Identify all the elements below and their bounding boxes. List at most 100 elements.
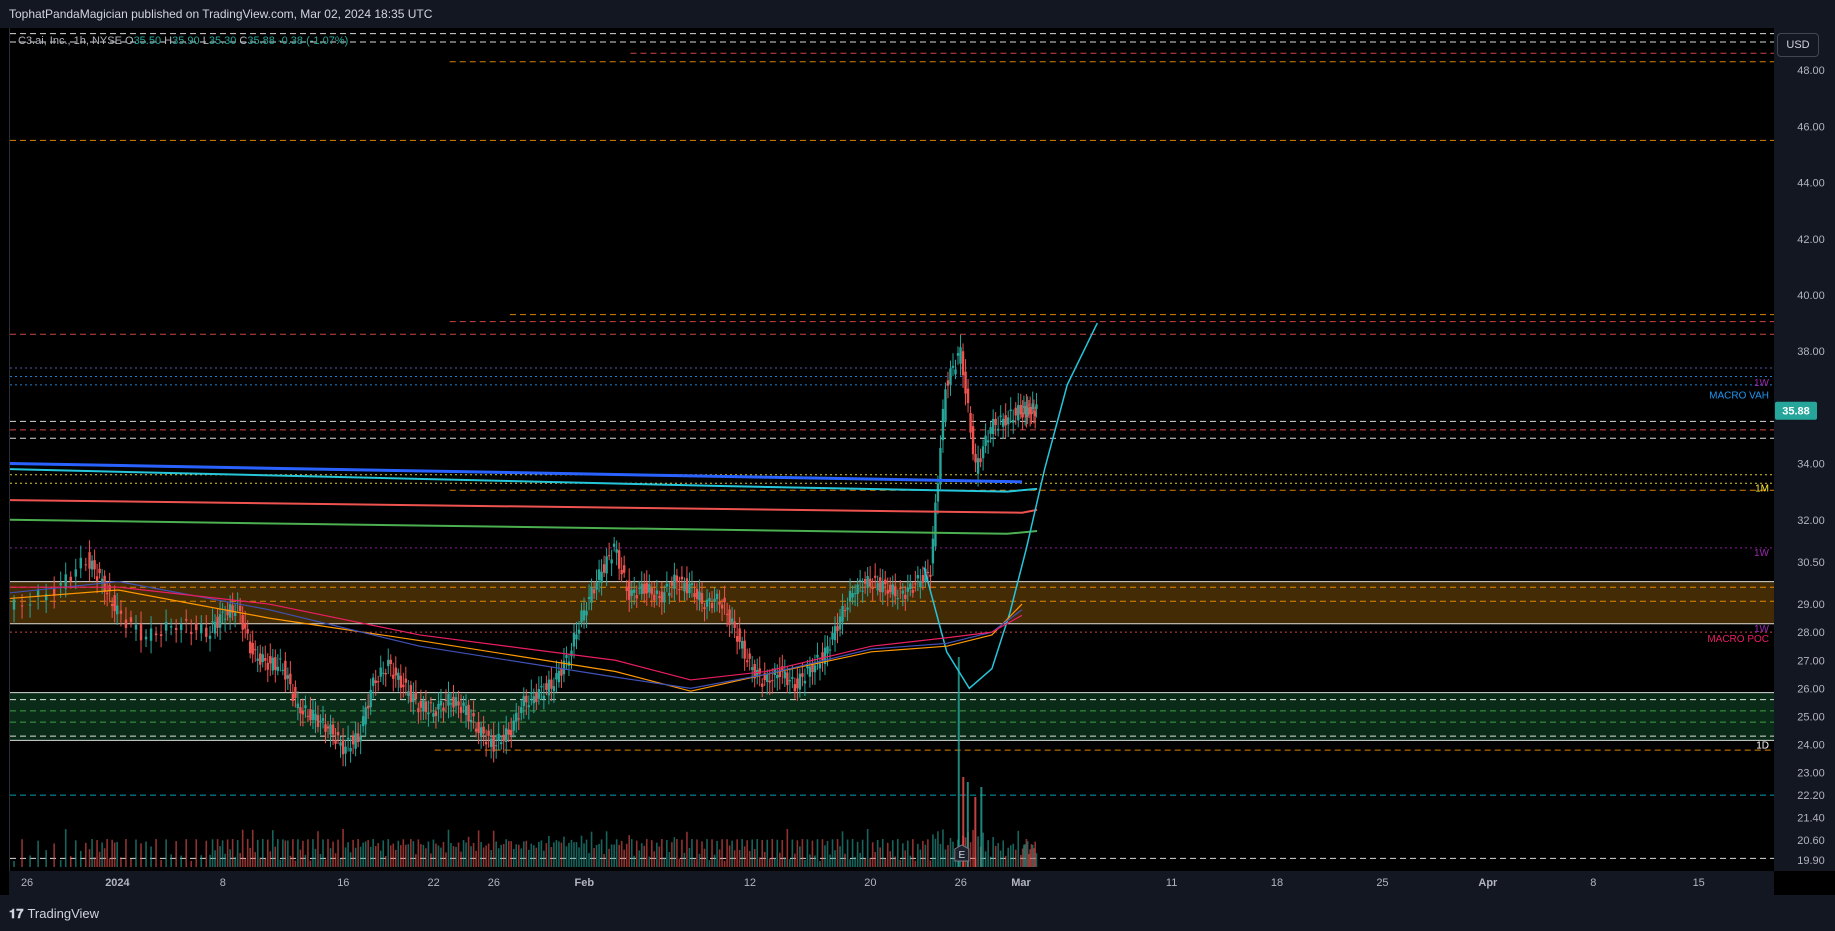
volume-bar <box>789 859 791 867</box>
volume-bar <box>497 848 500 867</box>
volume-bar <box>1025 838 1028 867</box>
y-tick-label: 29.00 <box>1797 599 1825 611</box>
volume-bar <box>638 850 641 867</box>
volume-bar <box>771 839 774 867</box>
level-label-1: MACRO VAH <box>1709 391 1769 402</box>
volume-bar <box>103 848 106 867</box>
x-tick-label: 8 <box>1590 877 1596 889</box>
candle-body <box>93 560 96 570</box>
candle-body <box>999 415 1002 417</box>
candle-body <box>259 653 262 665</box>
current-price-badge <box>1775 401 1817 420</box>
candle-body <box>796 678 799 689</box>
y-tick-label: 34.00 <box>1797 459 1825 471</box>
volume-bar <box>334 853 337 867</box>
candle-body <box>738 628 741 642</box>
volume-bar <box>844 853 846 867</box>
volume-bar <box>854 857 856 867</box>
volume-bar <box>440 847 442 867</box>
volume-bar <box>397 840 400 867</box>
volume-bar <box>773 858 776 867</box>
volume-bar <box>1002 840 1004 867</box>
volume-bar <box>239 852 241 867</box>
volume-bar <box>881 839 884 867</box>
volume-bar <box>480 842 482 867</box>
candle-body <box>479 727 483 737</box>
x-tick-label: 26 <box>488 877 500 889</box>
time-axis[interactable]: 26 2024 8 16 22 26 Feb 12 20 26 Mar 11 18 25 Apr 8 15 <box>9 871 1774 895</box>
candle-body <box>309 709 312 721</box>
candle-body <box>1014 407 1017 416</box>
y-tick-label: 46.00 <box>1797 121 1825 133</box>
volume-bar <box>145 841 147 867</box>
candle-body <box>492 735 495 752</box>
candle-body <box>670 582 674 586</box>
candle-body <box>622 565 626 573</box>
volume-bar <box>610 844 613 867</box>
volume-bar <box>914 860 917 867</box>
volume-bar <box>1023 844 1025 867</box>
volume-bar <box>500 844 502 867</box>
candle-body <box>715 593 719 600</box>
candle-body <box>1021 412 1024 418</box>
volume-bar <box>937 831 939 867</box>
candle-body <box>512 720 515 731</box>
volume-bar <box>1014 849 1017 867</box>
x-tick-label: 18 <box>1271 877 1283 889</box>
volume-bar <box>314 848 317 867</box>
symbol-legend: C3.ai, Inc., 1h, NYSE O35.50 H35.90 L35.… <box>18 35 348 47</box>
volume-bar <box>879 847 882 867</box>
volume-bar <box>284 840 287 867</box>
volume-bar <box>322 839 324 867</box>
volume-bar <box>901 843 904 867</box>
volume-bar <box>113 842 116 867</box>
candle-body <box>356 733 360 743</box>
candle-body <box>1009 409 1012 411</box>
volume-bar <box>417 839 420 867</box>
volume-bar <box>394 849 397 867</box>
volume-bar <box>701 841 703 867</box>
volume-bar <box>392 843 395 867</box>
volume-bar <box>859 852 861 867</box>
close-label: C <box>239 35 248 47</box>
candle-body <box>585 610 588 616</box>
volume-bar <box>608 848 610 867</box>
candle-body <box>397 672 400 680</box>
candle-body <box>361 716 365 727</box>
volume-bar <box>244 858 246 867</box>
candle-body <box>100 578 104 583</box>
volume-bar <box>357 839 359 867</box>
candle-body <box>294 687 297 698</box>
volume-bar <box>718 849 721 867</box>
volume-bar <box>490 850 492 867</box>
volume-spike <box>974 797 977 867</box>
candle-body <box>522 696 525 707</box>
x-tick-label: 15 <box>1693 877 1705 889</box>
tradingview-logo[interactable]: 𝟏𝟕 TradingView <box>9 906 99 922</box>
candle-body <box>590 587 593 603</box>
candle-body <box>326 726 330 729</box>
chart-pane[interactable]: 1W MACRO VAH 1M 1W 1W MACRO POC 1D E <box>9 28 1775 895</box>
candle-body <box>966 388 970 404</box>
volume-bar <box>29 855 31 867</box>
candle-body <box>218 614 222 628</box>
volume-bar <box>987 840 989 867</box>
candle-body <box>643 583 646 594</box>
price-axis[interactable]: 48.00 46.00 44.00 42.00 40.00 38.00 34.00 32.00… <box>1774 28 1835 871</box>
candle-body <box>256 658 259 661</box>
volume-bar <box>716 840 718 867</box>
candle-body <box>663 592 666 603</box>
candle-body <box>798 673 802 690</box>
candle-body <box>301 711 305 715</box>
volume-bar <box>274 846 277 867</box>
candle-body <box>1017 405 1020 421</box>
candle-body <box>409 685 413 703</box>
currency-button[interactable]: USD <box>1777 33 1819 57</box>
volume-bar <box>929 860 932 867</box>
candle-body <box>811 663 814 673</box>
volume-bar <box>826 840 829 867</box>
volume-bar <box>236 840 239 867</box>
volume-bar <box>891 840 894 867</box>
candle-body <box>226 609 229 616</box>
